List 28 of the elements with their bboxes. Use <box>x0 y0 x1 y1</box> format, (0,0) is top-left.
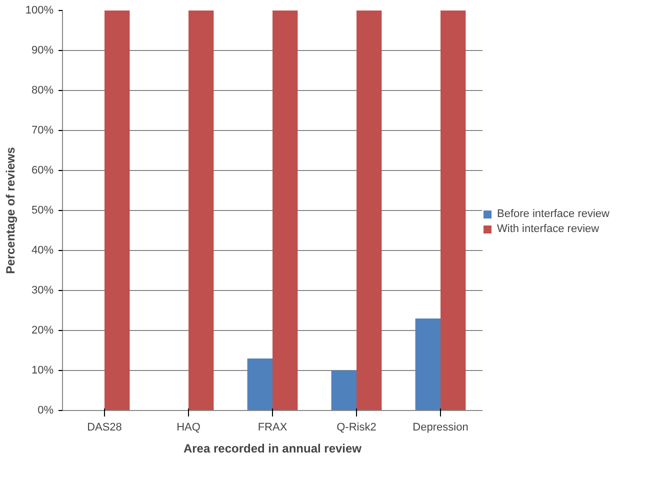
x-tick-label: FRAX <box>258 422 288 434</box>
x-axis-title: Area recorded in annual review <box>183 442 362 456</box>
x-tick-label: Q-Risk2 <box>336 422 376 434</box>
y-tick-label: 100% <box>25 4 54 16</box>
y-tick-label: 40% <box>31 244 54 256</box>
legend-label: Before interface review <box>497 208 610 220</box>
bar <box>188 10 214 410</box>
bar <box>247 358 272 410</box>
y-tick-label: 50% <box>31 204 54 216</box>
bar <box>272 10 298 410</box>
y-tick-label: 70% <box>31 124 54 136</box>
bar <box>331 370 356 410</box>
y-tick-label: 80% <box>31 84 54 96</box>
y-tick-label: 60% <box>31 164 54 176</box>
bar <box>440 10 466 410</box>
bar <box>415 318 440 410</box>
bar <box>104 10 130 410</box>
x-tick-label: HAQ <box>176 422 201 434</box>
y-tick-label: 30% <box>31 284 54 296</box>
x-tick-label: Depression <box>412 422 468 434</box>
y-tick-label: 10% <box>31 364 54 376</box>
y-tick-label: 20% <box>31 324 54 336</box>
y-axis-title: Percentage of reviews <box>3 146 18 274</box>
x-tick-label: DAS28 <box>87 422 122 434</box>
bar <box>356 10 382 410</box>
y-tick-label: 90% <box>31 44 54 56</box>
legend-label: With interface review <box>497 223 600 235</box>
y-tick-label: 0% <box>38 404 54 416</box>
